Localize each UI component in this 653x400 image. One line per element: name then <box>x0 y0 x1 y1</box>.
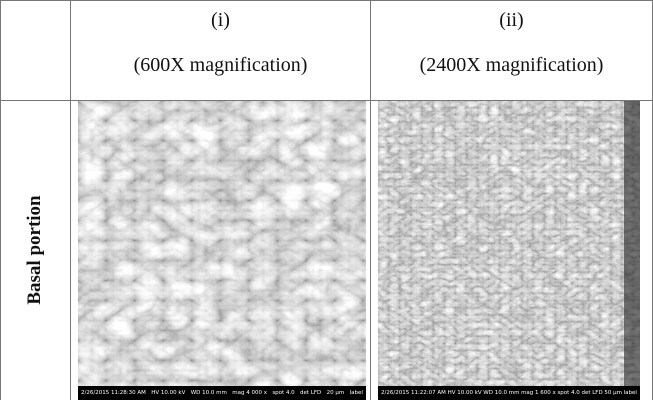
sem-texture <box>378 101 640 400</box>
info-text: det LFD <box>581 390 602 396</box>
info-text: spot 4.0 <box>272 390 294 396</box>
header-sub: (600X magnification) <box>134 54 308 77</box>
header-label: (ii) <box>499 9 523 32</box>
info-text: WD 10.0 mm <box>191 390 227 396</box>
info-text: mag 1 600 x <box>521 390 556 396</box>
table-page: (i) (600X magnification) (ii) (2400X mag… <box>0 0 653 400</box>
header-sub: (2400X magnification) <box>420 54 604 77</box>
sem-texture <box>78 101 366 400</box>
corner-cell <box>0 0 71 101</box>
info-text: WD 10.0 mm <box>483 390 519 396</box>
sem-image: 2/26/2015 11:28:30 AM HV 10.00 kV WD 10.0 … <box>78 101 366 400</box>
info-text: mag 4 000 x <box>232 390 267 396</box>
header-cell: (ii) (2400X magnification) <box>370 0 653 101</box>
info-text: 2/26/2015 11:28:30 AM <box>81 390 146 396</box>
info-text: 50 µm <box>604 390 622 396</box>
info-text: spot 4.0 <box>557 390 579 396</box>
info-text: 2/26/2015 11:22:07 AM <box>381 390 446 396</box>
info-text: label <box>624 390 637 396</box>
header-cell: (i) (600X magnification) <box>70 0 371 101</box>
info-text: det LFD <box>300 390 321 396</box>
info-bar: 2/26/2015 11:28:30 AM HV 10.00 kV WD 10.0 … <box>78 386 366 400</box>
info-text: HV 10.00 kV <box>448 390 482 396</box>
info-text: 20 µm <box>327 390 345 396</box>
info-text: HV 10.00 kV <box>151 390 185 396</box>
row-label: Basal portion <box>24 195 46 304</box>
info-text: label <box>350 390 363 396</box>
header-label: (i) <box>211 9 230 32</box>
